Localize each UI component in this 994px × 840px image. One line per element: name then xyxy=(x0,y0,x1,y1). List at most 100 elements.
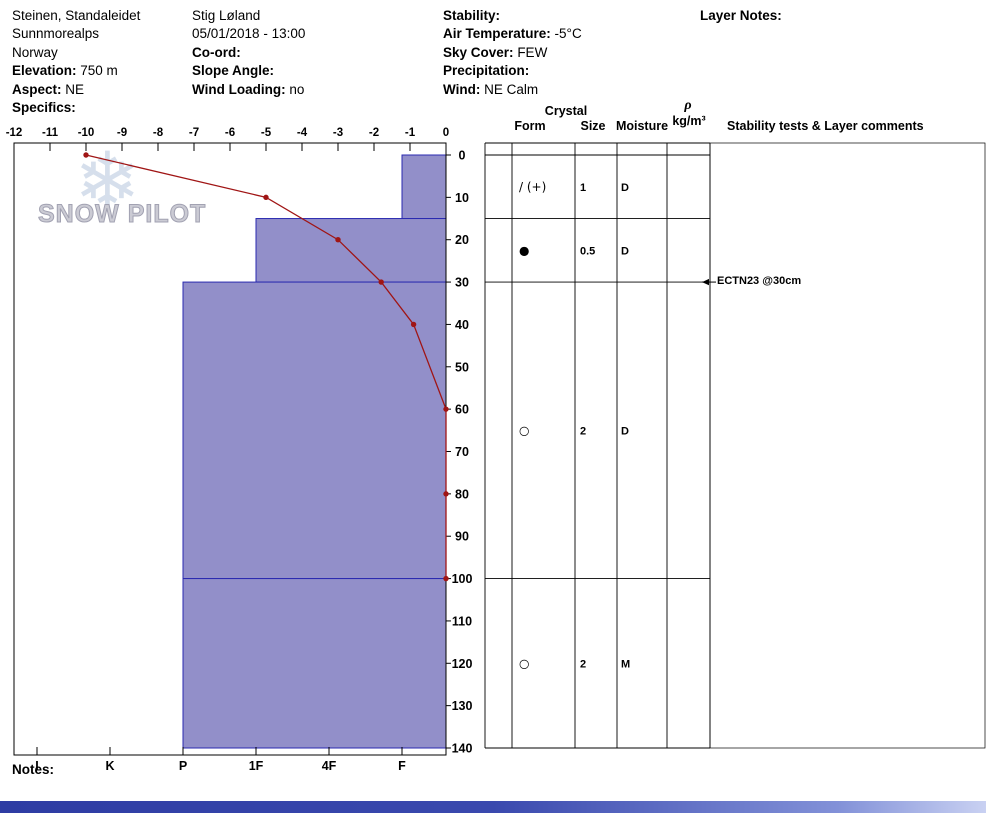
depth-axis-label: 80 xyxy=(455,487,469,501)
temp-axis-label: -1 xyxy=(405,127,416,139)
temperature-point xyxy=(83,152,89,158)
temperature-point xyxy=(443,406,449,412)
temp-axis-label: -10 xyxy=(78,127,95,139)
sky-cover-label: Sky Cover: xyxy=(443,44,514,60)
layer-form: ○ xyxy=(519,423,529,437)
snow-layer xyxy=(401,154,447,220)
hardness-axis-label: P xyxy=(179,759,187,773)
temp-axis-label: -7 xyxy=(189,127,199,139)
layer-size: 0.5 xyxy=(580,245,595,257)
temperature-point xyxy=(443,575,449,582)
sky-cover-value: FEW xyxy=(517,44,548,60)
header-location-block: Steinen, Standaleidet Sunnmorealps Norwa… xyxy=(12,7,140,117)
depth-axis-label: 50 xyxy=(455,360,469,374)
layer-moisture: D xyxy=(621,182,629,194)
depth-axis-label: 70 xyxy=(455,445,469,459)
density-unit-header: kg/m³ xyxy=(672,114,706,128)
temperature-point xyxy=(263,194,269,201)
precip-label: Precipitation: xyxy=(443,63,530,79)
depth-axis-label: 20 xyxy=(455,233,469,247)
temp-axis-label: -3 xyxy=(333,127,343,139)
slope-angle-row: Slope Angle: xyxy=(192,62,305,80)
layer-form: ● xyxy=(519,243,529,257)
location-name: Steinen, Standaleidet xyxy=(12,8,141,23)
coord-row: Co-ord: xyxy=(192,44,305,62)
location-country: Norway xyxy=(12,44,58,60)
depth-axis-label: 60 xyxy=(455,403,469,417)
temperature-line xyxy=(85,154,447,579)
temp-axis-label: -2 xyxy=(369,127,379,139)
depth-axis-label: 90 xyxy=(455,530,469,544)
snow-layer xyxy=(182,578,447,749)
stability-test: ECTN23 @30cm xyxy=(717,275,802,288)
wind-row: Wind: NE Calm xyxy=(443,81,582,99)
depth-axis-label: 0 xyxy=(459,149,466,163)
stability-row: Stability: xyxy=(443,7,582,25)
wind-loading-label: Wind Loading: xyxy=(192,81,286,97)
temp-axis-label: -12 xyxy=(6,127,23,139)
specifics-row: Specifics: xyxy=(12,99,140,117)
density-symbol-header: ρ xyxy=(684,98,692,113)
elevation-row: Elevation: 750 m xyxy=(12,62,140,80)
depth-axis-label: 130 xyxy=(452,699,473,713)
layer-moisture: M xyxy=(621,658,630,670)
header-observer-block: Stig Løland 05/01/2018 - 13:00 Co-ord: S… xyxy=(192,7,305,99)
depth-axis-label: 40 xyxy=(455,318,469,332)
wind-value: NE Calm xyxy=(484,81,539,97)
layer-moisture: D xyxy=(621,425,629,437)
coord-label: Co-ord: xyxy=(192,44,241,60)
size-column-header: Size xyxy=(580,119,606,133)
hardness-axis-label: F xyxy=(398,759,406,773)
temperature-point xyxy=(378,279,384,285)
temperature-point xyxy=(335,237,341,243)
layer-form: / (+) xyxy=(519,180,546,194)
temp-axis-label: -8 xyxy=(153,127,164,139)
air-temp-row: Air Temperature: -5°C xyxy=(443,25,582,43)
stability-label: Stability: xyxy=(443,8,501,23)
layer-size: 2 xyxy=(580,425,586,437)
hardness-axis-label: 4F xyxy=(322,759,337,773)
header-conditions-block: Stability: Air Temperature: -5°C Sky Cov… xyxy=(443,7,582,99)
layer-form: ○ xyxy=(519,656,529,670)
crystal-header: Crystal xyxy=(544,104,588,118)
stability-column-frame xyxy=(709,142,986,749)
stability-test-arrowhead xyxy=(702,278,709,286)
depth-axis-label: 30 xyxy=(455,276,469,290)
hardness-axis-label: I xyxy=(35,759,38,773)
temp-axis-label: -11 xyxy=(42,127,59,139)
temperature-point xyxy=(443,491,449,497)
slope-angle-label: Slope Angle: xyxy=(192,63,275,79)
depth-axis-label: 110 xyxy=(452,614,472,628)
layer-notes-label: Layer Notes: xyxy=(700,8,782,23)
temp-axis-label: 0 xyxy=(443,127,449,139)
form-column-header: Form xyxy=(514,119,546,133)
snow-layer xyxy=(182,281,447,580)
depth-axis-label: 120 xyxy=(452,657,473,671)
aspect-label: Aspect: xyxy=(12,81,62,97)
layer-size: 2 xyxy=(580,658,586,670)
layer-moisture: D xyxy=(621,245,629,257)
notes-label: Notes: xyxy=(12,762,55,777)
aspect-row: Aspect: NE xyxy=(12,81,140,99)
air-temp-label: Air Temperature: xyxy=(443,26,551,42)
depth-axis-label: 100 xyxy=(452,572,473,586)
temp-axis-label: -9 xyxy=(117,127,127,139)
layer-size: 1 xyxy=(580,182,586,194)
elevation-label: Elevation: xyxy=(12,63,77,79)
stability-tests-header: Stability tests & Layer comments xyxy=(727,119,924,133)
aspect-value: NE xyxy=(65,81,85,97)
observation-datetime: 05/01/2018 - 13:00 xyxy=(192,26,306,42)
wind-loading-value: no xyxy=(289,81,305,97)
footer-bar xyxy=(0,801,986,813)
temp-axis-label: -4 xyxy=(297,127,308,139)
hardness-axis-label: 1F xyxy=(249,759,264,773)
sky-cover-row: Sky Cover: FEW xyxy=(443,44,582,62)
specifics-label: Specifics: xyxy=(12,100,76,116)
temp-axis-label: -5 xyxy=(261,127,272,139)
depth-axis-label: 10 xyxy=(455,191,469,205)
header-layer-notes-block: Layer Notes: xyxy=(700,7,782,25)
location-range: Sunnmorealps xyxy=(12,26,100,42)
elevation-value: 750 m xyxy=(80,63,118,79)
moisture-column-header: Moisture xyxy=(615,119,669,133)
